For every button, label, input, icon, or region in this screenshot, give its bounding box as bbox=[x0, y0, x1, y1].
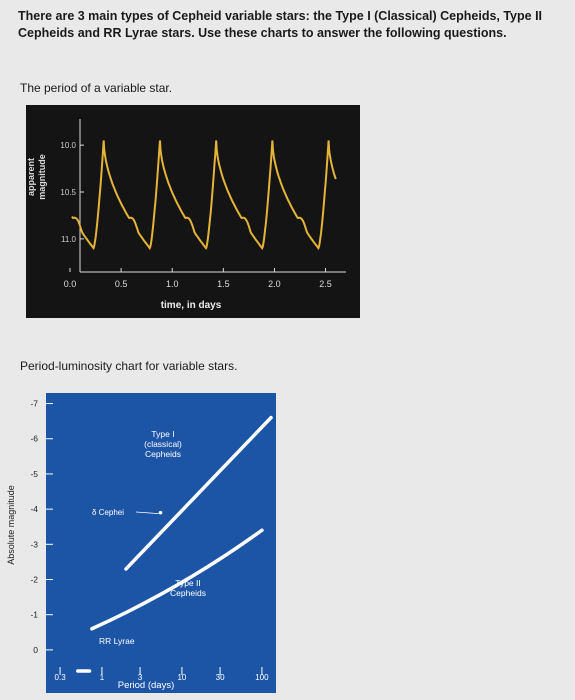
type-i-sublabel: Cepheids bbox=[145, 449, 181, 459]
y-tick-label: 10.5 bbox=[60, 188, 76, 197]
light-curve-line bbox=[71, 140, 337, 250]
chart1-caption: The period of a variable star. bbox=[20, 81, 173, 95]
type-ii-sublabel: Cepheids bbox=[170, 588, 206, 598]
y-tick-label: 11.0 bbox=[61, 235, 77, 244]
x-axis-label: time, in days bbox=[161, 300, 222, 311]
y-tick-label: -4 bbox=[30, 504, 38, 514]
y-axis-label: Absolute magnitude bbox=[6, 485, 16, 565]
y-tick-label: -7 bbox=[30, 399, 38, 409]
y-tick-label: -3 bbox=[30, 539, 38, 549]
y-tick-label: -1 bbox=[30, 610, 38, 620]
type-ii-label: Type II bbox=[175, 578, 201, 588]
chart2-caption: Period-luminosity chart for variable sta… bbox=[20, 359, 238, 373]
intro-text: There are 3 main types of Cepheid variab… bbox=[18, 9, 543, 40]
delta-cephei-label: δ Cephei bbox=[92, 508, 124, 517]
delta-cephei-pointer bbox=[135, 511, 159, 515]
x-tick-label: 1.5 bbox=[217, 279, 230, 289]
rr-lyrae-label: RR Lyrae bbox=[99, 636, 135, 646]
x-axis-label: Period (days) bbox=[118, 680, 175, 691]
type-i-sublabel: (classical) bbox=[144, 439, 182, 449]
y-axis-label-line2: magnitude bbox=[37, 154, 47, 200]
x-tick-label: 3 bbox=[138, 673, 143, 682]
x-tick-label: 2.5 bbox=[319, 279, 332, 289]
y-tick-label: -5 bbox=[30, 469, 38, 479]
light-curve-background bbox=[26, 105, 360, 318]
period-luminosity-background bbox=[46, 393, 276, 693]
y-axis-label-line1: apparent bbox=[26, 158, 36, 196]
type-i-label: Type I bbox=[151, 429, 174, 439]
x-tick-label: 0.0 bbox=[64, 279, 77, 289]
type-ii-cepheid-line bbox=[90, 528, 264, 631]
x-tick-label: 1.0 bbox=[166, 279, 179, 289]
x-tick-label: 2.0 bbox=[268, 279, 281, 289]
period-luminosity-chart: -7 -6 -5 -4 -3 -2 -1 0 0.3 1 3 10 30 100 Type I(class… bbox=[0, 375, 290, 695]
delta-cephei-point bbox=[158, 510, 163, 515]
type-i-cepheid-line bbox=[124, 415, 273, 571]
x-tick-label: 10 bbox=[177, 673, 186, 682]
y-tick-label: -2 bbox=[30, 575, 38, 585]
x-tick-label: 1 bbox=[100, 673, 105, 682]
y-tick-label: 10.0 bbox=[60, 141, 76, 150]
y-tick-label: 0 bbox=[33, 645, 38, 655]
x-tick-label: 30 bbox=[216, 673, 225, 682]
y-tick-label: -6 bbox=[30, 434, 38, 444]
x-tick-label: 100 bbox=[255, 673, 269, 682]
light-curve-chart: 10.010.511.00.0 0.5 1.0 1.5 2.0 2.5 apparent … bbox=[26, 105, 360, 318]
x-tick-label: 0.3 bbox=[55, 673, 67, 682]
x-tick-label: 0.5 bbox=[115, 279, 128, 289]
